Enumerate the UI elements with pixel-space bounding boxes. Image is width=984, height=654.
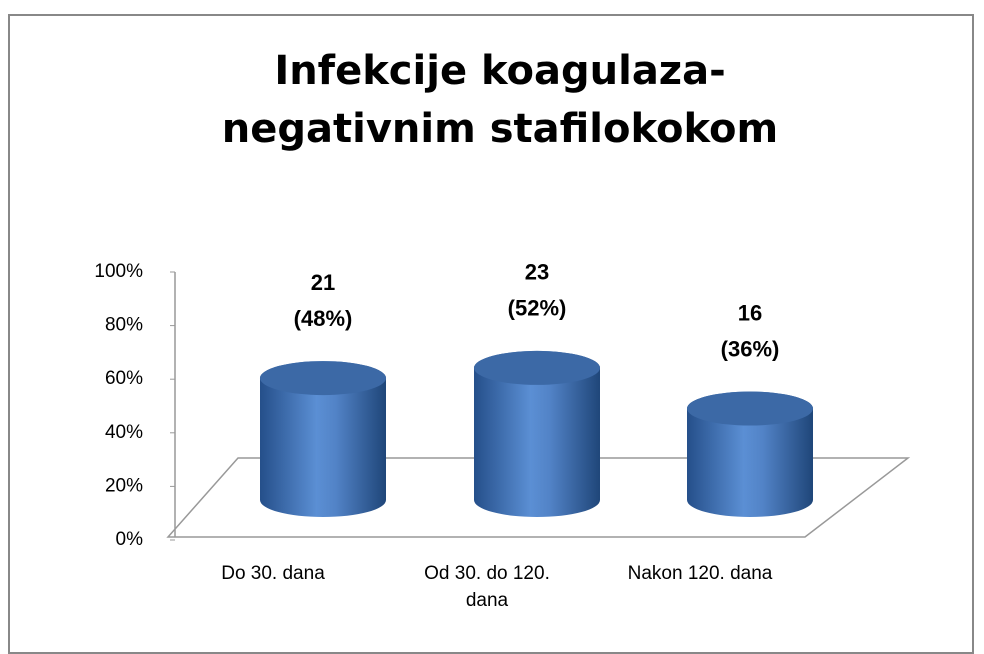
chart: 0% 20% 40% 60% 80% 100% 21 (48%) 23 (52%) 16 (36%)	[94, 260, 911, 550]
data-label: 21	[311, 270, 335, 295]
data-label: (36%)	[721, 336, 780, 361]
page: Infekcije koagulaza-negativnim stafiloko…	[8, 14, 974, 654]
bar-top	[474, 350, 600, 385]
bar	[474, 350, 600, 517]
bar-top	[687, 391, 813, 426]
y-tick-label: 40%	[105, 422, 143, 443]
floor	[166, 457, 911, 538]
x-tick-label: Nakon 120. dana	[627, 563, 773, 584]
bar	[260, 361, 386, 517]
y-tick-label: 0%	[116, 529, 144, 550]
data-label: (52%)	[508, 296, 567, 321]
data-label: (48%)	[294, 306, 353, 331]
data-label: 16	[738, 300, 762, 325]
chart-title: Infekcije koagulaza-negativnim stafiloko…	[221, 48, 779, 152]
y-tick-label: 100%	[94, 261, 143, 282]
x-tick-label: Od 30. do 120. dana	[424, 563, 550, 611]
y-tick-label: 80%	[105, 315, 143, 336]
bar-top	[260, 361, 386, 396]
y-tick-label: 60%	[105, 368, 143, 389]
data-label: 23	[525, 260, 549, 285]
x-tick-label: Do 30. dana	[221, 563, 325, 584]
y-tick-label: 20%	[105, 475, 143, 496]
